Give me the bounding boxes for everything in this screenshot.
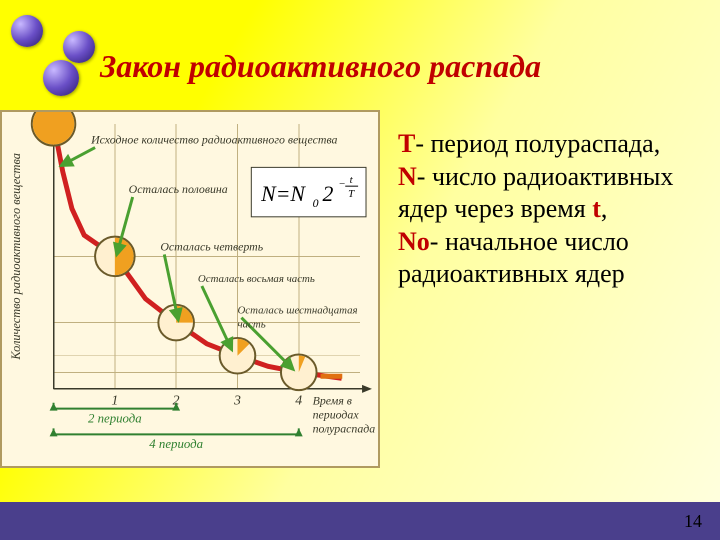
page-title: Закон радиоактивного распада xyxy=(100,48,541,85)
svg-text:Количество радиоактивного веще: Количество радиоактивного вещества xyxy=(9,153,23,361)
legend-N: N xyxy=(398,162,417,191)
svg-text:T: T xyxy=(348,188,355,200)
legend-N-suffix: - число радиоактивных ядер через время xyxy=(398,162,673,224)
svg-text:Осталась половина: Осталась половина xyxy=(129,182,228,196)
legend-t: t xyxy=(592,194,601,223)
legend-T-suffix: - период полураспада, xyxy=(415,129,660,158)
decorative-sphere xyxy=(11,15,43,47)
svg-text:Исходное количество радиоактив: Исходное количество радиоактивного вещес… xyxy=(90,133,337,147)
svg-text:Осталась шестнадцатая: Осталась шестнадцатая xyxy=(237,305,357,317)
svg-text:N=N: N=N xyxy=(260,182,306,206)
svg-text:2 периода: 2 периода xyxy=(88,411,142,425)
svg-text:часть: часть xyxy=(237,319,265,331)
svg-text:2: 2 xyxy=(323,182,334,206)
legend-t-suffix: , xyxy=(601,194,608,223)
page-number: 14 xyxy=(684,511,702,532)
svg-text:−: − xyxy=(338,178,345,190)
decay-chart-svg: 1 2 3 4 Количество радиоактивного вещества Вр… xyxy=(2,112,378,466)
decorative-sphere xyxy=(63,31,95,63)
legend-No: Nо xyxy=(398,227,430,256)
svg-text:полураспада: полураспада xyxy=(313,421,376,435)
svg-text:Осталась восьмая часть: Осталась восьмая часть xyxy=(198,273,315,285)
legend-block: Т- период полураспада, N- число радиоакт… xyxy=(398,128,708,291)
legend-No-suffix: - начальное число радиоактивных ядер xyxy=(398,227,629,289)
svg-text:1: 1 xyxy=(111,393,118,408)
svg-text:3: 3 xyxy=(233,393,241,408)
decorative-sphere xyxy=(43,60,79,96)
svg-text:периодах: периодах xyxy=(313,408,360,422)
svg-text:Время в: Время в xyxy=(313,394,352,408)
svg-text:4 периода: 4 периода xyxy=(149,437,203,451)
svg-text:0: 0 xyxy=(313,196,319,210)
decay-chart: 1 2 3 4 Количество радиоактивного вещества Вр… xyxy=(0,110,380,468)
svg-text:4: 4 xyxy=(295,393,302,408)
footer-bar xyxy=(0,502,720,540)
legend-T: Т xyxy=(398,129,415,158)
svg-text:Осталась четверть: Осталась четверть xyxy=(160,239,263,253)
